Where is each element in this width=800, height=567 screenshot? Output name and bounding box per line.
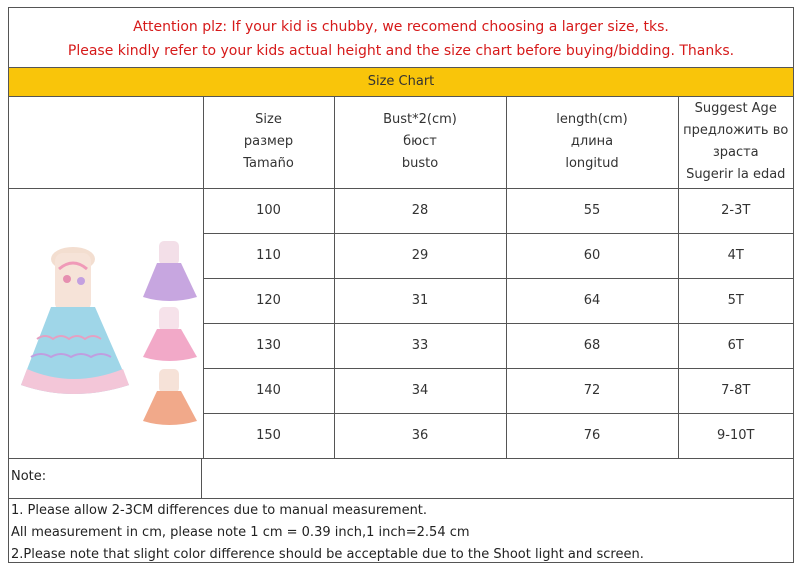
size-chart-sheet: Attention plz: If your kid is chubby, we… [8,7,794,563]
note-row: Note: [9,458,793,498]
attention-line-1: Attention plz: If your kid is chubby, we… [133,19,669,35]
size-table: Size размер Tamaño Bust*2(cm) бюст busto… [9,97,793,459]
header-size-en: Size [255,112,282,128]
cell-age: 5T [677,277,793,324]
peach-dress-icon [142,369,197,425]
cell-age: 6T [677,322,793,369]
header-age-ru-1: предложить во [683,123,789,139]
header-size-ru: размер [243,134,294,150]
table-header-row: Size размер Tamaño Bust*2(cm) бюст busto… [9,97,793,189]
header-age-en: Suggest Age [694,101,777,117]
header-bust-ru: бюст [403,134,437,150]
cell-size: 130 [203,322,335,369]
blue-dress-icon [20,247,129,394]
cell-length: 76 [505,412,679,459]
header-age: Suggest Age предложить во зраста Sugerir… [677,97,793,189]
header-length-en: length(cm) [556,112,628,128]
cell-length: 64 [505,277,679,324]
cell-bust: 29 [333,232,507,279]
cell-bust: 28 [333,187,507,234]
cell-size: 150 [203,412,335,459]
cell-bust: 33 [333,322,507,369]
purple-dress-icon [142,241,197,301]
footer-line-1: 1. Please allow 2-3CM differences due to… [11,503,428,518]
header-length-es: longitud [565,156,619,172]
table-row: 120 31 64 5T [9,277,793,324]
header-age-ru-2: зраста [712,145,759,161]
header-length-ru: длина [570,134,614,150]
cell-length: 55 [505,187,679,234]
header-size-es: Tamaño [243,156,294,172]
size-chart-title: Size Chart [9,68,793,97]
header-bust: Bust*2(cm) бюст busto [333,97,507,189]
cell-bust: 34 [333,367,507,414]
cell-age: 4T [677,232,793,279]
note-label: Note: [9,459,202,498]
cell-age: 2-3T [677,187,793,234]
table-row: 150 36 76 9-10T [9,412,793,459]
cell-size: 110 [203,232,335,279]
cell-length: 60 [505,232,679,279]
cell-length: 68 [505,322,679,369]
dress-photo-icon [20,241,197,425]
table-row: 140 34 72 7-8T [9,367,793,414]
header-size: Size размер Tamaño [202,97,335,189]
cell-age: 7-8T [677,367,793,414]
table-row: 110 29 60 4T [9,232,793,279]
product-photo-cell [9,187,204,459]
footer-line-2: All measurement in cm, please note 1 cm … [11,525,470,540]
cell-bust: 31 [333,277,507,324]
cell-size: 100 [202,187,335,234]
cell-length: 72 [505,367,679,414]
attention-line-2: Please kindly refer to your kids actual … [67,43,735,59]
attention-notice: Attention plz: If your kid is chubby, we… [9,8,793,68]
header-length: length(cm) длина longitud [505,97,679,189]
header-age-es: Sugerir la edad [686,167,786,183]
cell-bust: 36 [333,412,507,459]
cell-size: 140 [203,367,335,414]
table-row: 100 28 55 2-3T [9,187,793,459]
header-bust-en: Bust*2(cm) [383,112,457,128]
pink-dress-icon [142,307,197,361]
footer-notes: 1. Please allow 2-3CM differences due to… [9,498,793,563]
header-blank-cell [9,97,204,189]
cell-size: 120 [203,277,335,324]
header-bust-es: busto [401,156,439,172]
table-row: 130 33 68 6T [9,322,793,369]
cell-age: 9-10T [677,412,793,459]
footer-line-3: 2.Please note that slight color differen… [11,547,644,562]
